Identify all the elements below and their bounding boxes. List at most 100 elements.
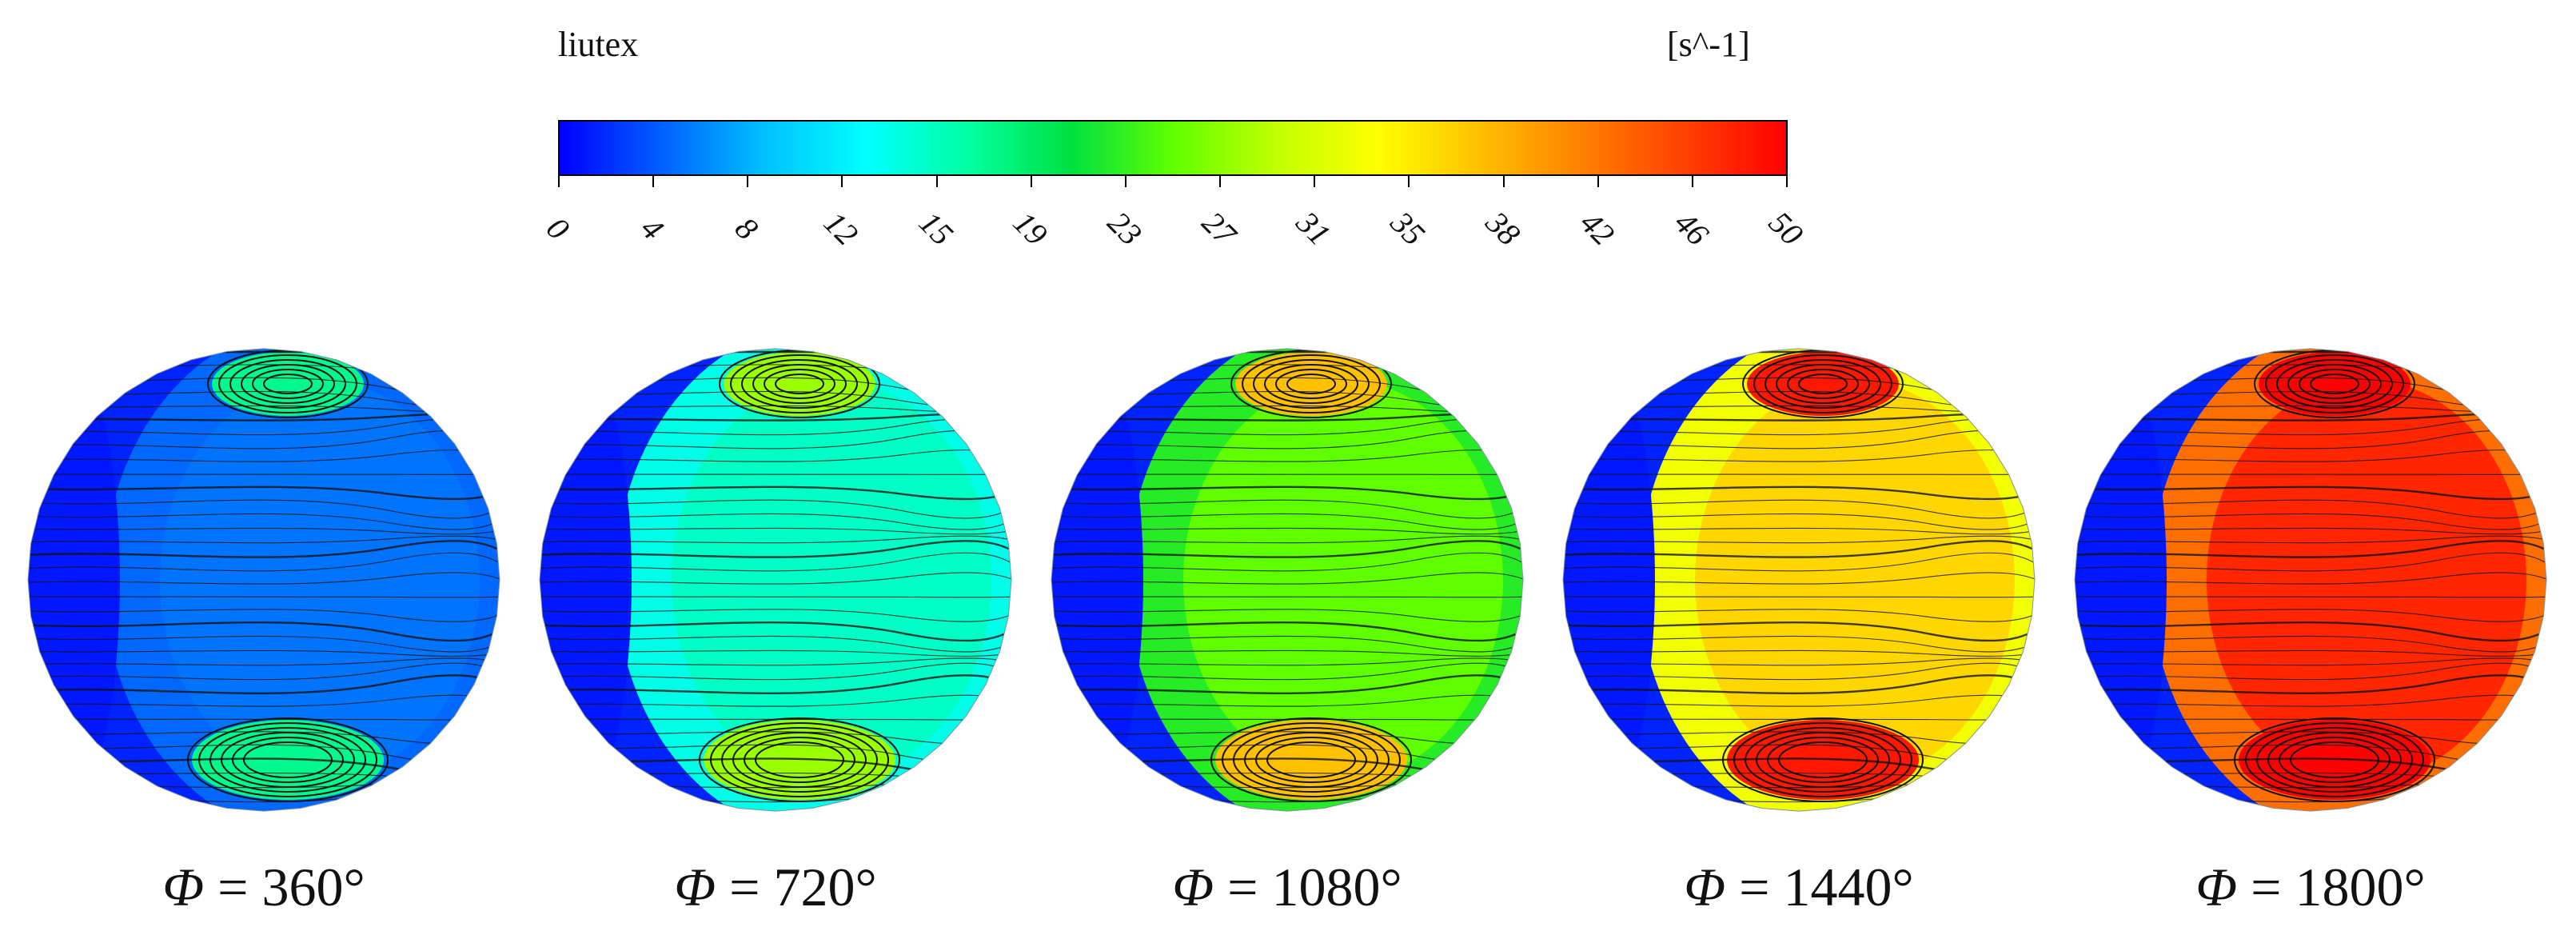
vortex-ring (1765, 359, 1881, 409)
contour-plot-4 (1562, 348, 2036, 812)
streamline (2075, 649, 2546, 657)
streamline (540, 731, 1011, 745)
streamline (1051, 450, 1523, 462)
streamline (28, 418, 500, 436)
streamline (2075, 485, 2546, 501)
vortex-ring (2287, 364, 2382, 404)
streamline (28, 609, 500, 622)
colorbar-tick-label: 4 (634, 210, 672, 247)
colorbar-tick-mark (747, 176, 749, 187)
caption-4: Φ = 1440° (1551, 856, 2047, 919)
streamline (1563, 657, 2035, 666)
streamline (1051, 662, 1523, 681)
streamline (2075, 513, 2546, 530)
colorbar-tick-label: 12 (817, 204, 866, 253)
colorbar-tick-mark (1030, 176, 1032, 187)
streamline (28, 540, 500, 558)
colorbar-tick-mark (1408, 176, 1410, 187)
streamline (540, 485, 1011, 501)
streamline (540, 527, 1011, 535)
vortex-ring (764, 369, 835, 399)
top-vortex-core (2259, 352, 2411, 416)
vortex-ring (2267, 732, 2402, 788)
disk-contents (1051, 348, 1523, 812)
streamline (28, 413, 500, 422)
streamline (2075, 609, 2546, 622)
streamline (1563, 649, 2035, 657)
streamline (1563, 499, 2035, 519)
streamline (1563, 635, 2035, 653)
streamline (1051, 535, 1523, 544)
streamline (1051, 430, 1523, 450)
vortex-ring (1253, 359, 1370, 409)
streamline (28, 572, 500, 585)
angle-value: 1080° (1271, 857, 1402, 917)
streamline (28, 405, 500, 413)
colorbar-tick-mark (1502, 176, 1505, 187)
vortex-ring (2276, 359, 2393, 409)
vortex-ring (221, 732, 355, 788)
streamline (1563, 535, 2035, 544)
caption-5: Φ = 1800° (2063, 856, 2558, 919)
vortex-ring (1767, 737, 1879, 783)
vortex-ring (1733, 722, 1912, 797)
left-band (2075, 348, 2167, 812)
colorbar-tick-mark (935, 176, 938, 187)
contour-plot-5 (2074, 348, 2547, 812)
streamline (2075, 621, 2546, 642)
colorbar (558, 120, 1788, 176)
core-inner (2207, 380, 2526, 780)
streamline (1051, 744, 1523, 764)
disk-contents (28, 348, 500, 812)
streamline (1563, 450, 2035, 462)
streamline (2075, 499, 2546, 519)
vortex-ring (1233, 727, 1390, 793)
streamline (2075, 674, 2546, 694)
streamline (1051, 540, 1523, 558)
streamline (1563, 405, 2035, 413)
streamline (1563, 527, 2035, 535)
streamline (28, 535, 500, 544)
equals-sign: = (1214, 857, 1272, 917)
streamline (1051, 527, 1523, 535)
colorbar-tick-label: 0 (540, 210, 576, 247)
phi-symbol: Φ (2195, 857, 2238, 917)
colorbar-tick-mark (1691, 176, 1693, 187)
caption-1: Φ = 360° (16, 856, 512, 919)
colorbar-tick-mark (558, 176, 560, 187)
colorbar-tick-mark (1314, 176, 1316, 187)
streamline (1563, 540, 2035, 558)
vortex-ring (241, 364, 335, 404)
contour-plot-2 (539, 348, 1012, 812)
vortex-ring (1778, 741, 1868, 778)
vortex-ring (252, 369, 324, 399)
streamline (540, 662, 1011, 681)
streamline (28, 657, 500, 666)
vortex-ring (1798, 374, 1848, 394)
top-vortex-core (212, 352, 364, 416)
vortex-ring (741, 359, 858, 409)
streamline (28, 662, 500, 681)
colorbar-unit-label: [s^-1] (1667, 25, 1750, 64)
streamline (1563, 430, 2035, 450)
streamline (540, 572, 1011, 585)
vortex-ring (1753, 354, 1892, 414)
streamline (540, 418, 1011, 436)
vortex-ring (2290, 741, 2379, 778)
streamline (540, 535, 1011, 544)
streamline (2075, 535, 2546, 544)
phi-symbol: Φ (1172, 857, 1214, 917)
core-inner (1183, 380, 1503, 780)
vortex-ring (1222, 722, 1401, 797)
disk-outline (1051, 348, 1524, 812)
streamline (28, 621, 500, 642)
streamline (2075, 450, 2546, 462)
streamline (1563, 552, 2035, 572)
vortex-ring (1745, 727, 1901, 793)
vortex-ring (1242, 354, 1381, 414)
contour-disk-4 (1551, 336, 2047, 824)
top-vortex-core (1235, 352, 1387, 416)
streamline (2075, 572, 2546, 585)
colorbar-tick-mark (841, 176, 843, 187)
streamline (540, 540, 1011, 558)
